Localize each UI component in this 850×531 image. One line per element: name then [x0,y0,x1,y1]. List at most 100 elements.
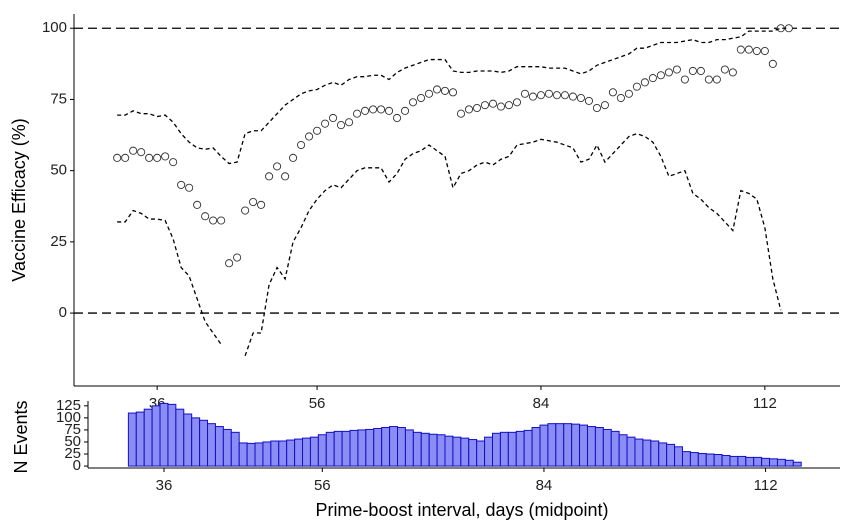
bar [191,417,201,467]
bar [681,451,691,467]
bar [460,437,470,467]
y-tick-label: 0 [73,457,81,474]
point [696,66,705,76]
bar [428,433,438,467]
point [376,105,386,114]
point [544,89,554,98]
y-tick-label: 75 [50,90,67,107]
y-tick-label: 0 [59,304,67,321]
bar [547,423,557,467]
bar [167,403,177,467]
bar [199,419,209,467]
bar [294,438,304,467]
bar [626,436,636,467]
point [584,96,593,105]
x-tick-label: 36 [156,477,173,494]
bar [769,458,778,467]
point [664,68,673,77]
point [552,91,561,100]
bar [452,436,462,467]
bar [729,455,739,467]
x-tick-label: 112 [754,477,778,494]
bar [792,461,802,467]
bar [634,438,644,467]
bar [745,456,755,467]
x-tick-label: 56 [309,395,326,412]
bar [159,402,169,467]
point [249,197,258,207]
point [113,153,122,162]
bar [246,442,256,467]
point [600,101,609,110]
point [265,172,274,181]
point [656,71,665,80]
bar [602,428,612,467]
point [137,148,146,157]
y-axis-title: N Events [11,400,31,473]
point [153,153,162,162]
point [337,121,346,130]
bar [309,436,319,467]
y-tick-label: 125 [56,397,81,414]
point [640,78,649,87]
bar [563,423,573,467]
point [360,106,370,115]
point [400,106,410,115]
point [225,259,234,268]
point [464,105,474,114]
bar [302,437,311,467]
bar [594,427,604,467]
x-tick-label: 84 [536,477,553,494]
bar [151,405,161,467]
bar [689,452,699,467]
bar [373,427,383,467]
point [121,153,130,162]
bar [238,442,248,467]
bar [571,423,581,467]
bar [349,429,359,467]
point [736,45,745,54]
bar [333,430,343,467]
point [520,89,530,98]
bar [484,436,493,467]
bar [444,435,454,467]
point [480,101,490,110]
point [784,24,793,33]
y-tick-label: 100 [42,19,67,36]
point [632,82,641,91]
bar [784,459,794,467]
bar [539,424,549,467]
y-axis-title: Vaccine Efficacy (%) [9,118,29,281]
point [329,113,338,123]
point [528,92,538,101]
point [488,99,498,108]
point [217,216,226,225]
bar [650,440,660,467]
point [672,65,681,74]
point [680,75,689,84]
bar [357,429,367,467]
point [472,103,482,113]
y-tick-label: 100 [56,409,81,426]
point [592,103,601,113]
point [456,109,466,118]
point [744,45,753,54]
bar [381,427,391,467]
bar [721,454,731,467]
point [624,89,633,98]
point [408,98,418,107]
ci-line [244,132,782,357]
point [448,88,458,97]
ci-line [117,209,222,345]
point [424,89,434,98]
bar [397,427,406,467]
bar [776,458,786,467]
bar [468,439,478,467]
point [177,180,186,189]
bar [143,408,153,467]
bar [365,428,375,467]
point [416,93,426,103]
bar [404,429,414,467]
point [384,106,394,115]
